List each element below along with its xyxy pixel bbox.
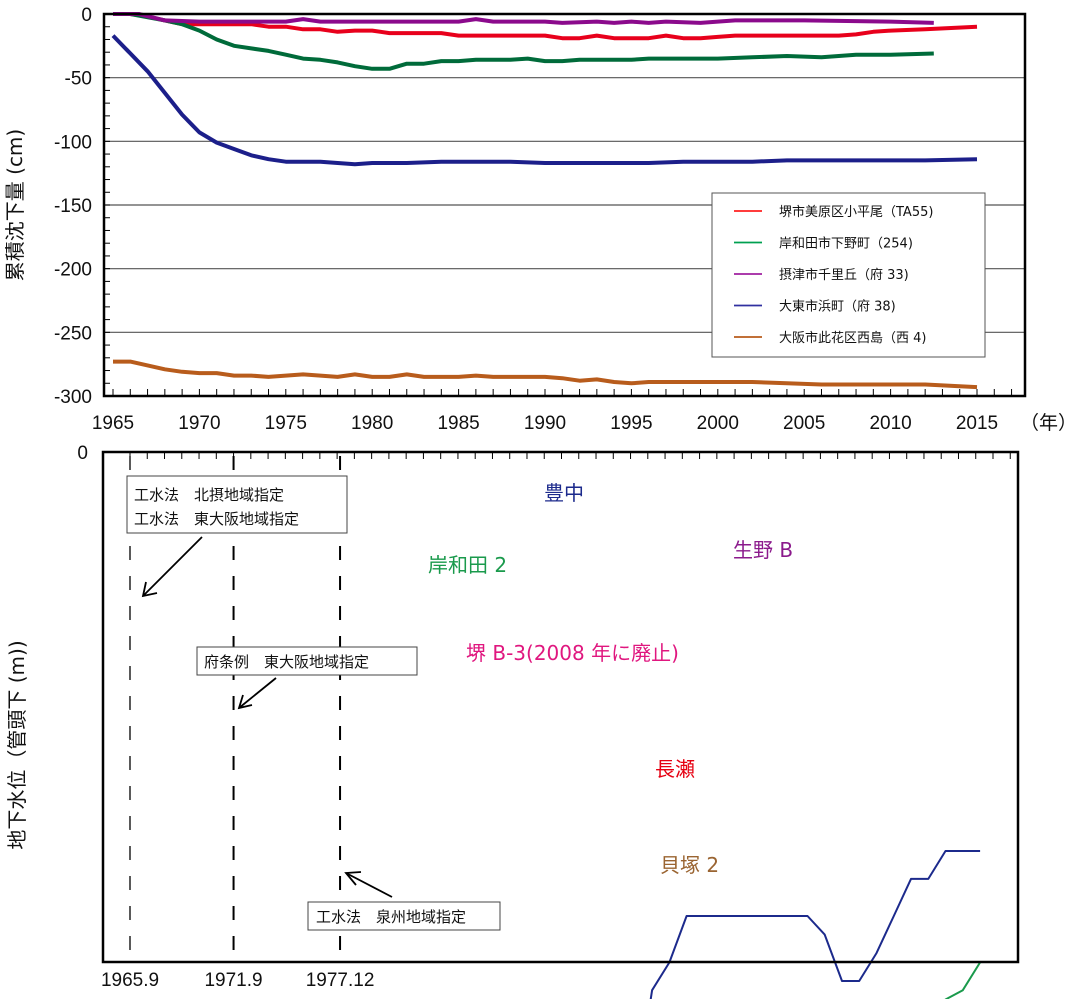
- bottom-x-tick-label: 1977.12: [306, 970, 375, 991]
- annotation-kosuiho-hokusetsu-higashiosaka: 工水法 北摂地域指定 工水法 東大阪地域指定: [126, 475, 348, 598]
- top-x-tick-label: 1980: [351, 413, 393, 434]
- top-chart-y-axis-title: 累積沈下量 (cm): [3, 129, 27, 281]
- svg-text:工水法 北摂地域指定: 工水法 北摂地域指定: [134, 486, 284, 504]
- bottom-y-tick-label: 0: [77, 443, 88, 464]
- svg-text:工水法 東大阪地域指定: 工水法 東大阪地域指定: [134, 510, 299, 528]
- top-x-tick-label: 1970: [178, 413, 220, 434]
- svg-text:工水法 泉州地域指定: 工水法 泉州地域指定: [316, 908, 466, 926]
- bottom-chart-reference-lines: [129, 456, 342, 962]
- bottom-x-tick-label: 1965.9: [101, 970, 159, 991]
- series-label-toyonaka: 豊中: [544, 481, 584, 505]
- bottom-chart-y-axis-title: 地下水位（管頭下 (m)): [5, 640, 29, 849]
- legend-box: [711, 192, 986, 358]
- legend-entry-label: 摂津市千里丘（府 33): [779, 267, 909, 283]
- top-x-tick-label: 2000: [697, 413, 739, 434]
- top-x-tick-label: 2005: [783, 413, 825, 434]
- annotation-fujorei-higashiosaka: 府条例 東大阪地域指定: [196, 646, 418, 710]
- top-y-tick-label: -100: [54, 132, 92, 153]
- bottom-x-tick-label: 1971.9: [204, 970, 262, 991]
- top-chart-y-ticks: 0 -50 -100 -150 -200 -250 -300: [54, 5, 110, 408]
- bottom-chart-plot-frame: [101, 450, 1020, 964]
- top-x-tick-label: 2015: [956, 413, 998, 434]
- annotation-arrow-1977: [345, 872, 393, 898]
- bottom-series-line-0: [649, 850, 981, 999]
- arrow-head-icon: [141, 581, 158, 598]
- arrow-head-icon: [344, 871, 362, 886]
- top-y-tick-label: -150: [54, 196, 92, 217]
- top-x-tick-label: 1985: [437, 413, 479, 434]
- top-x-tick-label: 1995: [610, 413, 652, 434]
- top-x-tick-label: 1975: [265, 413, 307, 434]
- top-chart-series-group: [111, 12, 978, 390]
- bottom-chart-top-ticks: [129, 452, 1011, 459]
- series-label-nagase: 長瀬: [655, 757, 695, 781]
- svg-text:府条例 東大阪地域指定: 府条例 東大阪地域指定: [204, 653, 369, 671]
- bottom-chart-groundwater-level: 01020304050 1965.9 1971.9 1977.12 地下水位（管頭下…: [5, 443, 1020, 999]
- bottom-chart-series-group: [649, 850, 981, 999]
- series-label-ikuno-b: 生野 B: [733, 538, 793, 562]
- top-y-tick-label: 0: [81, 5, 92, 26]
- top-chart-legend: 堺市美原区小平尾（TA55) 岸和田市下野町（254) 摂津市千里丘（府 33) 大東…: [711, 192, 986, 358]
- top-series-line-1: [129, 12, 934, 71]
- series-label-kaizuka-2: 貝塚 2: [660, 853, 719, 877]
- arrow-head-icon: [237, 694, 253, 710]
- top-chart-x-axis-unit: （年）: [1020, 412, 1073, 434]
- top-chart-x-ticks: 1965 1970 1975 1980 1985 1990 1995 2000 2005 2010…: [92, 389, 1013, 434]
- top-y-tick-label: -50: [65, 69, 92, 90]
- legend-entry-label: 堺市美原区小平尾（TA55): [779, 204, 933, 220]
- top-x-tick-label: 2010: [869, 413, 911, 434]
- bottom-chart-y-ticks: 01020304050: [77, 443, 88, 464]
- bottom-chart-x-ticks: 1965.9 1971.9 1977.12: [101, 970, 374, 991]
- top-series-line-3: [111, 34, 978, 167]
- legend-entry-label: 大阪市此花区西島（西 4): [779, 330, 926, 346]
- legend-entry-label: 大東市浜町（府 38): [779, 299, 896, 315]
- top-x-tick-label: 1965: [92, 413, 134, 434]
- annotation-arrow-1971: [238, 677, 277, 709]
- top-y-tick-label: -250: [54, 323, 92, 344]
- series-label-sakai-b3: 堺 B-3(2008 年に廃止): [466, 641, 679, 665]
- top-series-line-2: [113, 12, 934, 25]
- annotation-arrow-1965: [142, 536, 203, 597]
- legend-entry-label: 岸和田市下野町（254): [779, 236, 913, 252]
- top-series-line-4: [113, 359, 978, 390]
- annotation-kosuiho-senshu: 工水法 泉州地域指定: [307, 871, 501, 931]
- top-chart-subsidence: 0 -50 -100 -150 -200 -250 -300 1965 1970 1975 198…: [3, 5, 1073, 434]
- top-y-tick-label: -300: [54, 387, 92, 408]
- top-y-tick-label: -200: [54, 260, 92, 281]
- series-label-kishiwada-2: 岸和田 2: [428, 553, 507, 577]
- top-series-line-0: [113, 12, 978, 41]
- top-x-tick-label: 1990: [524, 413, 566, 434]
